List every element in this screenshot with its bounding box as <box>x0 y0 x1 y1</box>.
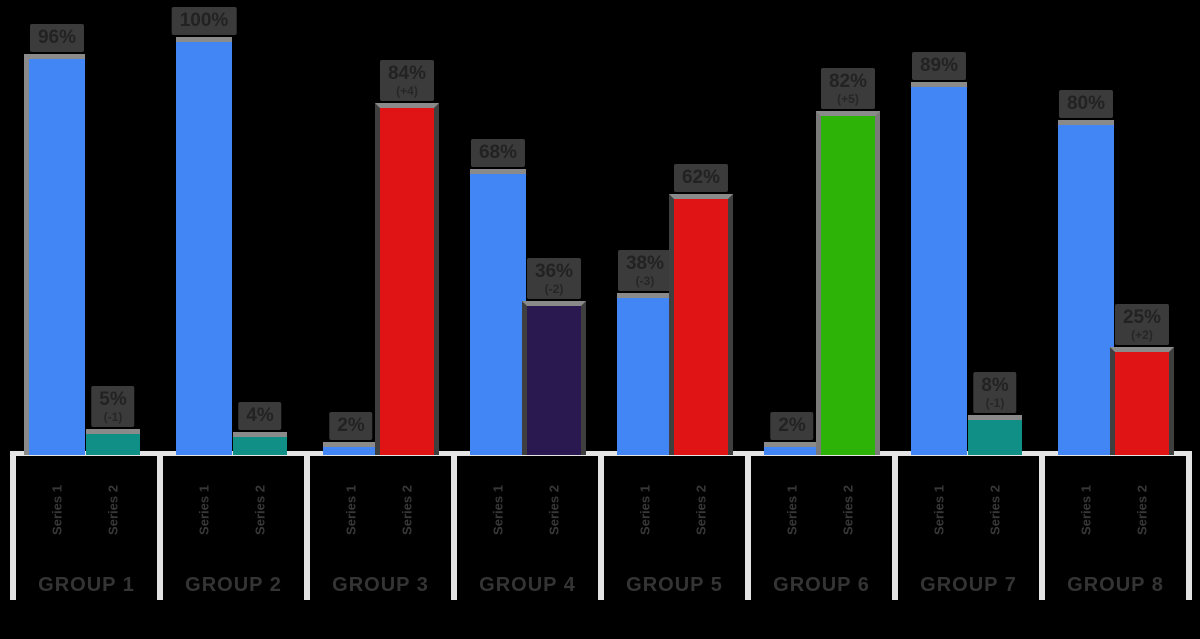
bar-group-2-series-1 <box>176 37 232 455</box>
bar-group-8-series-1 <box>1058 119 1114 455</box>
bar-series-label: Series 2 <box>546 485 562 535</box>
group-box-border <box>598 451 604 600</box>
bar-series-label: Series 1 <box>637 485 653 535</box>
bar-group-3-series-2 <box>375 103 439 455</box>
bar-group-4-series-1 <box>470 169 526 455</box>
bar-value-label: 8% (-1) <box>973 371 1017 413</box>
group-box-border <box>1039 451 1045 600</box>
bar-group-1-series-1 <box>24 53 85 455</box>
bar-group-1-series-2 <box>86 429 140 455</box>
bar-group-8-series-2 <box>1110 346 1174 455</box>
bar-series-label: Series 2 <box>399 485 415 535</box>
bar-value-label: 2% <box>770 411 814 440</box>
bar-group-5-series-2 <box>669 193 733 455</box>
category-label: Group 8 <box>1067 574 1164 596</box>
bar-value-label: 89% <box>911 52 967 81</box>
bar-series-label: Series 1 <box>343 485 359 535</box>
bar-value-label: 25% (+2) <box>1114 303 1170 345</box>
bar-series-label: Series 1 <box>1078 485 1094 535</box>
group-box-border <box>451 451 457 600</box>
group-box-border <box>892 451 898 600</box>
bar-series-label: Series 2 <box>1134 485 1150 535</box>
category-label: Group 7 <box>920 574 1017 596</box>
category-label: Group 5 <box>626 574 723 596</box>
bar-series-label: Series 1 <box>49 485 65 535</box>
bar-value-sublabel: (+5) <box>837 92 859 107</box>
category-label: Group 1 <box>38 574 135 596</box>
bar-series-label: Series 2 <box>840 485 856 535</box>
bar-series-label: Series 2 <box>252 485 268 535</box>
bar-group-6-series-2 <box>816 111 880 455</box>
bar-value-sublabel: (-2) <box>544 282 564 297</box>
bar-value-sublabel: (+4) <box>396 84 418 99</box>
bar-value-sublabel: (-3) <box>635 274 655 289</box>
category-label: Group 2 <box>185 574 282 596</box>
bar-series-label: Series 1 <box>931 485 947 535</box>
bar-value-label: 2% <box>329 411 373 440</box>
bar-value-label: 80% <box>1058 89 1114 118</box>
bar-group-4-series-2 <box>522 301 586 455</box>
group-box-border <box>304 451 310 600</box>
bar-value-label: 38% (-3) <box>617 250 673 292</box>
bar-value-sublabel: (+2) <box>1131 327 1153 342</box>
bar-value-label: 4% <box>238 401 282 430</box>
bar-value-sublabel: (-1) <box>985 395 1005 410</box>
category-label: Group 4 <box>479 574 576 596</box>
bar-series-label: Series 2 <box>987 485 1003 535</box>
bar-value-label: 62% <box>673 163 729 192</box>
group-box-border <box>10 451 16 600</box>
bar-series-label: Series 2 <box>693 485 709 535</box>
bar-value-label: 100% <box>171 7 237 35</box>
bar-series-label: Series 1 <box>784 485 800 535</box>
bar-group-5-series-1 <box>617 293 673 455</box>
bar-group-6-series-1 <box>764 441 820 455</box>
group-box-border <box>1186 451 1192 600</box>
category-label: Group 6 <box>773 574 870 596</box>
category-label: Group 3 <box>332 574 429 596</box>
bar-value-label: 96% <box>29 23 85 52</box>
bar-group-3-series-1 <box>323 441 379 455</box>
bar-value-label: 84% (+4) <box>379 60 435 102</box>
bar-group-2-series-2 <box>233 431 287 455</box>
bar-value-label: 36% (-2) <box>526 258 582 300</box>
bar-value-label: 5% (-1) <box>91 386 135 428</box>
bar-series-label: Series 2 <box>105 485 121 535</box>
bar-group-7-series-1 <box>911 82 967 455</box>
group-box-border <box>745 451 751 600</box>
bar-value-sublabel: (-1) <box>103 410 123 425</box>
bar-series-label: Series 1 <box>196 485 212 535</box>
bar-value-label: 82% (+5) <box>820 68 876 110</box>
bar-group-7-series-2 <box>968 414 1022 455</box>
bar-series-label: Series 1 <box>490 485 506 535</box>
group-box-border <box>157 451 163 600</box>
bar-value-label: 68% <box>470 139 526 168</box>
